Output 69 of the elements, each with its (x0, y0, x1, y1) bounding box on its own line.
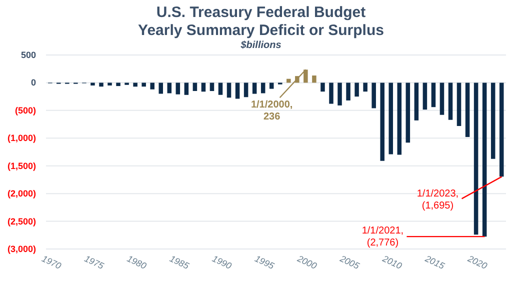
x-tick-label: 1995 (253, 254, 277, 272)
annotation: 1/1/2000, 236 (250, 100, 293, 123)
bar (338, 82, 342, 106)
bar (465, 82, 470, 138)
bar (192, 82, 198, 92)
bar (210, 82, 214, 92)
y-tick-label: (500) (14, 105, 36, 116)
bar (363, 82, 368, 92)
y-tick-label: 0 (30, 78, 36, 88)
bar (226, 82, 232, 98)
bar (448, 82, 453, 120)
bar (176, 82, 180, 94)
x-tick-label: 2005 (338, 253, 362, 272)
x-tick-label: 1985 (168, 254, 192, 272)
bar (150, 82, 154, 90)
bar (218, 82, 223, 95)
chart-subtitle: $billions (240, 40, 282, 51)
bar (286, 78, 291, 83)
x-tick-label: 2000 (294, 253, 318, 272)
y-tick-label: (2,000) (7, 188, 36, 199)
bar (201, 82, 206, 92)
bar (329, 82, 334, 104)
x-tick-label: 2020 (465, 253, 489, 272)
bar (116, 82, 120, 86)
x-tick-label: 1975 (82, 254, 106, 272)
y-tick-label: (2,500) (7, 216, 36, 226)
x-tick-label: 1970 (40, 254, 63, 272)
bar (431, 82, 436, 108)
bar (108, 82, 112, 86)
bar (490, 82, 496, 159)
annotation: 1/1/2023, (1,695) (416, 188, 459, 212)
bar (235, 82, 240, 99)
bar (456, 82, 462, 126)
bar (388, 82, 393, 154)
y-tick-label: 500 (20, 50, 36, 60)
bar (354, 82, 359, 97)
bar (320, 82, 325, 92)
bar (184, 82, 189, 95)
bar (90, 82, 95, 86)
bar (99, 82, 104, 87)
bar (252, 82, 257, 94)
bar (474, 82, 478, 235)
bar (158, 82, 163, 94)
bar (372, 82, 376, 108)
annotation: 1/1/2021, (2,776) (362, 226, 404, 249)
x-tick-label: 2010 (380, 253, 404, 272)
bar (312, 76, 316, 83)
y-tick-label: (1,500) (7, 160, 36, 171)
bar (167, 82, 172, 94)
bar (142, 82, 146, 87)
bar (414, 82, 419, 120)
chart-title: U.S. Treasury Federal Budget Yearly Summary Deficit or Surplus (137, 4, 385, 40)
bar (133, 82, 138, 87)
x-tick-label: 2015 (422, 253, 447, 272)
bar (397, 82, 402, 155)
bar (260, 82, 266, 94)
bar (346, 82, 350, 100)
bar (244, 82, 248, 98)
y-tick-label: (1,000) (7, 133, 36, 144)
bar (482, 82, 487, 237)
x-tick-label: 1980 (126, 254, 148, 272)
bar (499, 82, 504, 177)
bar (440, 82, 444, 115)
y-tick-label: (3,000) (7, 244, 36, 254)
bar (380, 82, 384, 161)
x-tick-label: 1990 (210, 254, 234, 272)
bar (269, 82, 274, 89)
bar (406, 82, 410, 143)
bar (422, 82, 428, 110)
